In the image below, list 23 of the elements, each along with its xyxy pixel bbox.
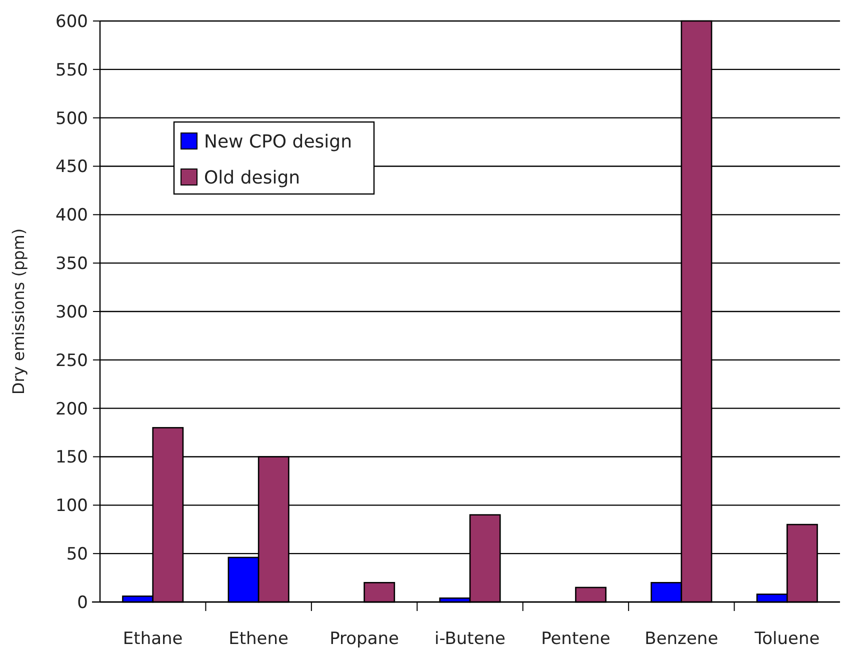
y-tick-label: 400 [56, 206, 88, 226]
x-tick-label: Propane [330, 629, 399, 649]
legend-label: New CPO design [204, 131, 352, 152]
y-tick-label: 250 [56, 350, 88, 371]
y-tick-label: 550 [56, 60, 88, 80]
legend-label: Old design [204, 167, 300, 188]
y-tick-label: 50 [66, 544, 88, 565]
y-tick-label: 600 [56, 12, 88, 32]
y-tick-label: 350 [56, 254, 88, 274]
y-tick-label: 200 [56, 399, 88, 420]
x-tick-label: i-Butene [434, 629, 506, 649]
x-tick-label: Ethene [228, 629, 289, 649]
y-tick-label: 0 [77, 592, 88, 613]
y-tick-label: 500 [56, 108, 88, 129]
x-tick-label: Benzene [644, 629, 718, 649]
y-tick-label: 450 [56, 157, 88, 178]
x-tick-label: Pentene [541, 629, 610, 649]
y-axis-title: Dry emissions (ppm) [9, 228, 28, 395]
y-tick-label: 100 [56, 496, 88, 516]
x-tick-label: Ethane [122, 629, 183, 649]
y-tick-label: 300 [56, 302, 88, 322]
x-tick-label: Toluene [754, 629, 820, 649]
y-tick-label: 150 [56, 448, 88, 468]
